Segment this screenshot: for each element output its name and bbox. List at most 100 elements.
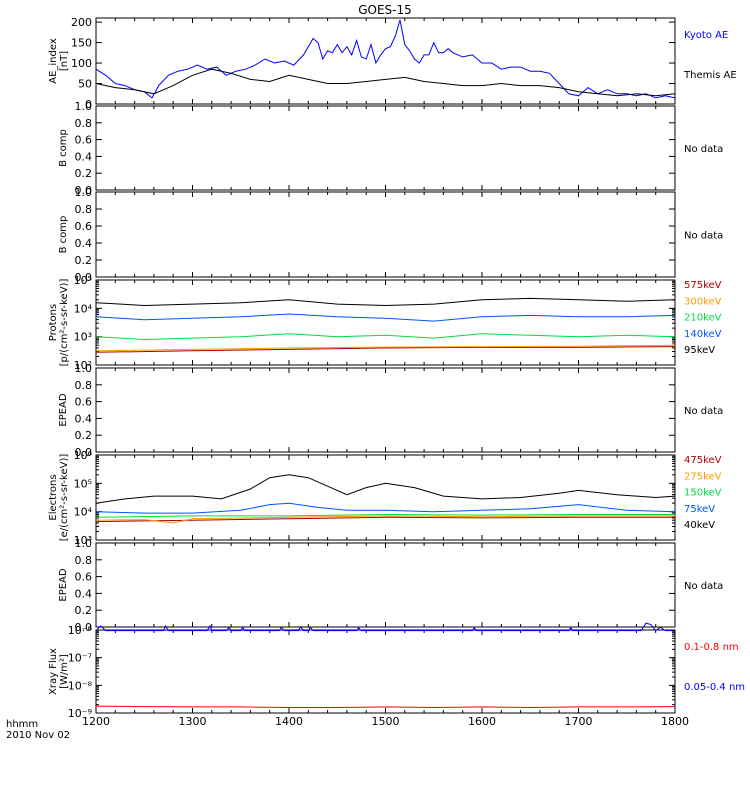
panel-frame [95,279,676,366]
legend-entry: 150keV [684,488,722,499]
y-axis-label: B comp [58,216,69,254]
panel-1: 0 50 100 150 200 AE_index [nT] Kyoto AE Themis A… [48,16,737,111]
y-tick-label: 10⁻⁹ [68,707,92,720]
legend-entry: 275keV [684,471,722,482]
panel-3: 0.0 0.2 0.4 0.6 0.8 1.0 B comp No data [58,186,723,284]
legend-entry: Kyoto AE [684,30,728,41]
series-line-40kev [95,474,676,504]
y-tick-label: 1.0 [75,100,93,113]
legend-entry: 575keV [684,280,722,291]
legend-entry: 475keV [684,455,722,466]
panel-6: 10³ 10⁴ 10⁵ 10⁶ Electrons [e/(cm²-s-sr-keV)] 4… [48,449,722,547]
legend-entry: 40keV [684,520,715,531]
series-line-0-1-0-8-nm [95,705,676,709]
y-axis-label: EPEAD [58,568,69,602]
panel-frame [95,191,676,278]
series-line-75kev [95,502,676,514]
y-tick-label: 10⁻⁸ [68,679,93,692]
y-tick-label: 10⁻⁶ [68,624,93,637]
y-tick-label: 0.6 [75,220,93,233]
y-axis-label: [e/(cm²-s-sr-keV)] [59,454,70,542]
x-tick-label: 1500 [372,715,400,728]
y-axis-label: Xray Flux [48,648,59,695]
panel-8: 10⁻⁹ 10⁻⁸ 10⁻⁷ 10⁻⁶ Xray Flux [W/m²] 0.1-0.8 n… [48,622,745,720]
series-line-0-05-0-4-nm [95,622,675,632]
no-data-label: No data [684,581,723,592]
y-tick-label: 10⁴ [74,506,93,519]
y-tick-label: 0.0 [75,184,93,197]
panel-7: 0.0 0.2 0.4 0.6 0.8 1.0 EPEAD No data [58,537,723,634]
panel-4: 10² 10³ 10⁴ 10⁵ Protons [p/(cm²-s-sr-keV)] 575… [48,274,722,372]
legend-entry: 300keV [684,296,722,307]
legend-entry: 95keV [684,345,715,356]
y-tick-label: 0.0 [75,446,93,459]
legend-entry: 140keV [684,329,722,340]
no-data-label: No data [684,231,723,242]
y-tick-label: 0 [85,98,92,111]
panel-frame [95,17,676,105]
legend-entry: 0.1-0.8 nm [684,642,739,653]
y-tick-label: 0.2 [75,429,93,442]
y-axis-label: Protons [48,304,59,341]
panel-5: 0.0 0.2 0.4 0.6 0.8 1.0 EPEAD No data [58,362,723,459]
y-tick-label: 0.8 [75,379,93,392]
x-tick-label: 1200 [82,715,110,728]
y-tick-label: 100 [71,57,92,70]
y-tick-label: 0.2 [75,254,93,267]
y-tick-label: 50 [78,78,92,91]
legend-entry: 0.05-0.4 nm [684,682,745,693]
panel-frame [95,629,676,714]
y-tick-label: 0.6 [75,396,93,409]
legend-entry: 75keV [684,504,715,515]
y-tick-label: 10³ [74,534,92,547]
series-line-95kev [95,297,676,307]
panel-frame [95,454,676,541]
y-tick-label: 10⁶ [74,449,93,462]
x-tick-label: 1600 [468,715,496,728]
y-axis-label: AE_index [48,38,59,84]
legend-entry: Themis AE [683,70,737,81]
y-tick-label: 0.2 [75,604,93,617]
y-tick-label: 10² [74,359,92,372]
series-line-575kev [95,346,676,353]
y-tick-label: 0.6 [75,571,93,584]
y-tick-label: 0.4 [75,237,93,250]
no-data-label: No data [684,144,723,155]
y-tick-label: 10⁵ [74,477,92,490]
y-tick-label: 10⁵ [74,274,92,287]
y-tick-label: 0.0 [75,621,93,634]
series-line-kyoto-ae [95,19,676,99]
y-tick-label: 0.4 [75,412,93,425]
y-tick-label: 10⁴ [74,302,93,315]
series-line-275kev [95,515,675,524]
y-tick-label: 200 [71,16,92,29]
y-axis-label: [W/m²] [59,654,70,689]
panel-frame [95,105,676,191]
plot-title: GOES-15 [358,3,412,17]
series-line-150kev [95,513,675,518]
panels-group: 0 50 100 150 200 AE_index [nT] Kyoto AE Themis A… [48,16,745,720]
footer-time-unit: hhmm [6,719,38,730]
y-tick-label: 1.0 [75,186,93,199]
y-axis-label: B comp [58,129,69,167]
y-axis-label: [p/(cm²-s-sr-keV)] [59,279,70,367]
y-tick-label: 1.0 [75,362,93,375]
y-tick-label: 10³ [74,331,92,344]
x-tick-label: 1400 [275,715,303,728]
panel-2: 0.0 0.2 0.4 0.6 0.8 1.0 B comp No data [58,100,723,197]
series-line-475kev [95,516,675,523]
x-tick-label: 1300 [179,715,207,728]
y-axis-label: [nT] [59,51,70,71]
y-tick-label: 0.8 [75,117,93,130]
no-data-label: No data [684,406,723,417]
y-tick-label: 0.4 [75,587,93,600]
y-tick-label: 0.0 [75,271,93,284]
x-tick-label: 1800 [661,715,689,728]
y-axis-label: Electrons [48,474,59,520]
y-tick-label: 0.4 [75,150,93,163]
y-tick-label: 150 [71,37,92,50]
y-tick-label: 1.0 [75,537,93,550]
y-axis-label: EPEAD [58,393,69,427]
